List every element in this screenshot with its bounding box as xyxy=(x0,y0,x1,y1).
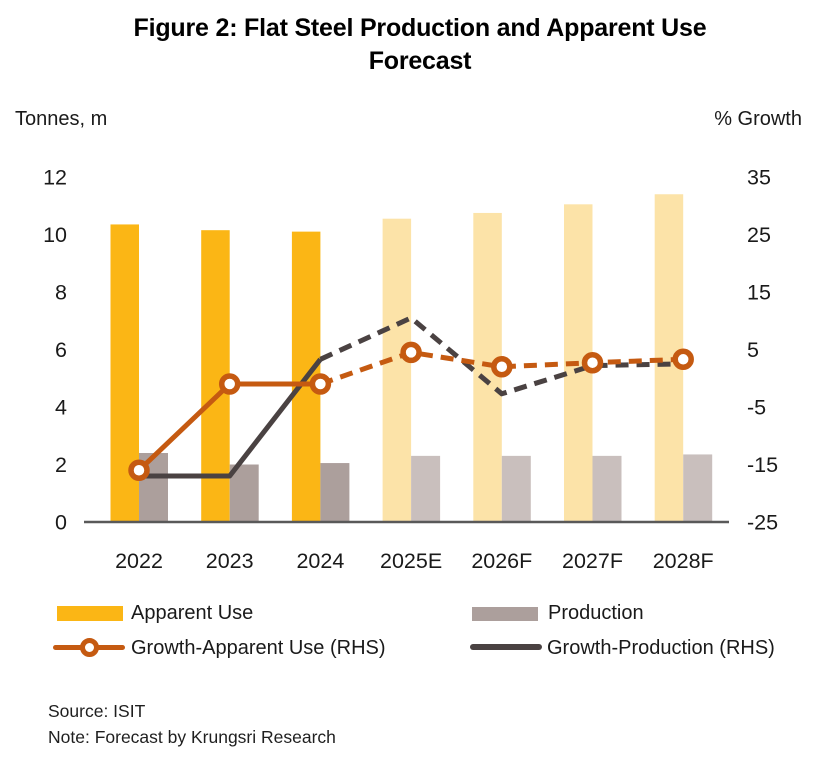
chart-title: Figure 2: Flat Steel Production and Appa… xyxy=(0,12,840,78)
left-axis-tick-0: 0 xyxy=(55,511,67,535)
x-axis-label-2025E: 2025E xyxy=(380,549,442,573)
right-axis-tick--5: -5 xyxy=(747,396,766,420)
x-axis-label-2022: 2022 xyxy=(115,549,163,573)
bar-production-2025E xyxy=(411,455,441,522)
bar-production-2023 xyxy=(229,464,259,522)
x-axis-label-2026F: 2026F xyxy=(471,549,532,573)
left-axis-tick-6: 6 xyxy=(55,338,67,362)
line-actual-growth-production xyxy=(139,357,323,479)
left-axis-tick-10: 10 xyxy=(43,223,67,247)
x-axis-label-2024: 2024 xyxy=(296,549,344,573)
marker-growth-apparent-use-2028F xyxy=(672,348,694,371)
line-forecast-growth-apparent-use xyxy=(319,349,684,387)
legend-marker-growth-apparent-use-icon xyxy=(80,638,99,657)
right-axis-tick--25: -25 xyxy=(747,511,778,535)
forecast-note: Note: Forecast by Krungsri Research xyxy=(48,727,336,747)
bar-production-2026F xyxy=(501,455,531,522)
legend-label-growth-apparent-use: Growth-Apparent Use (RHS) xyxy=(131,637,386,659)
chart-title-line1: Figure 2: Flat Steel Production and Appa… xyxy=(133,14,707,42)
left-axis-unit-label: Tonnes, m xyxy=(15,108,108,130)
right-axis-tick-15: 15 xyxy=(747,281,771,305)
right-axis-tick-35: 35 xyxy=(747,166,771,190)
legend-line-growth-production xyxy=(470,644,542,650)
legend-swatch-production xyxy=(472,607,538,621)
bar-apparent-use-2025E xyxy=(382,218,412,522)
left-axis-tick-4: 4 xyxy=(55,396,67,420)
x-axis-label-2027F: 2027F xyxy=(562,549,623,573)
chart-title-line2: Forecast xyxy=(368,47,472,75)
right-axis-unit-label: % Growth xyxy=(714,108,802,130)
marker-growth-apparent-use-2023 xyxy=(218,373,241,395)
marker-growth-apparent-use-2027F xyxy=(581,351,604,374)
x-axis-label-2023: 2023 xyxy=(206,549,254,573)
right-axis-tick-25: 25 xyxy=(747,223,771,247)
marker-growth-apparent-use-2022 xyxy=(128,459,150,481)
legend-label-growth-production: Growth-Production (RHS) xyxy=(547,637,775,659)
left-axis-tick-8: 8 xyxy=(55,281,67,305)
marker-growth-apparent-use-2026F xyxy=(491,356,513,378)
bar-production-2028F xyxy=(683,454,713,522)
x-axis-label-2028F: 2028F xyxy=(653,549,714,573)
right-axis-tick-5: 5 xyxy=(747,338,759,362)
marker-growth-apparent-use-2024 xyxy=(309,373,332,395)
left-axis-tick-2: 2 xyxy=(55,453,67,477)
legend-swatch-apparent-use xyxy=(57,606,123,621)
legend-label-production: Production xyxy=(548,602,644,624)
legend-label-apparent-use: Apparent Use xyxy=(131,602,254,624)
bar-production-2027F xyxy=(592,455,622,522)
line-forecast-growth-production xyxy=(319,315,684,397)
left-axis-tick-12: 12 xyxy=(43,166,67,190)
right-axis-tick--15: -15 xyxy=(747,453,778,477)
bar-production-2024 xyxy=(320,463,350,522)
marker-growth-apparent-use-2025E xyxy=(400,341,422,364)
source-note: Source: ISIT xyxy=(48,701,146,721)
